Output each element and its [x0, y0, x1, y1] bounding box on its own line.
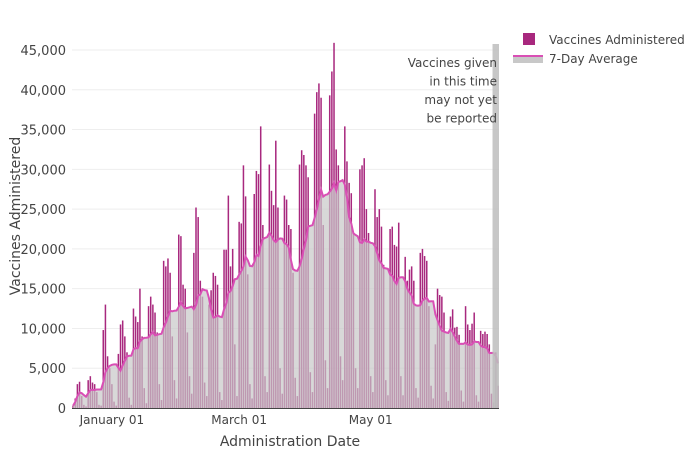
legend: Vaccines Administered 7-Day Average [513, 33, 685, 66]
y-tick-label: 0 [58, 402, 66, 417]
square-swatch-icon [523, 33, 535, 45]
average-area [73, 180, 498, 408]
y-tick-label: 40,000 [21, 84, 67, 99]
legend-item-average[interactable]: 7-Day Average [513, 52, 638, 66]
bar [119, 324, 122, 408]
average-line [72, 178, 499, 407]
bar [72, 405, 74, 408]
annotation-line: in this time [429, 75, 497, 89]
y-tick-label: 15,000 [21, 283, 67, 298]
bar [102, 330, 105, 408]
y-axis-title: Vaccines Administered [8, 137, 24, 295]
y-tick-label: 45,000 [21, 44, 67, 59]
y-tick-label: 25,000 [21, 203, 67, 218]
x-tick-label: March 01 [211, 413, 267, 427]
annotation-line: may not yet [424, 93, 497, 107]
annotation-line: be reported [427, 112, 497, 126]
y-tick-label: 20,000 [21, 243, 67, 258]
line-area-swatch-icon [513, 55, 543, 63]
legend-item-bars[interactable]: Vaccines Administered [523, 33, 685, 47]
unreported-band [492, 44, 499, 408]
gridlines [72, 49, 499, 369]
bar [104, 304, 107, 408]
unreported-annotation: Vaccines given in this time may not yet be … [408, 56, 498, 126]
x-tick-labels: January 01 March 01 May 01 [79, 413, 393, 427]
legend-label: Vaccines Administered [549, 33, 685, 47]
annotation-line: Vaccines given [408, 56, 497, 70]
y-tick-label: 30,000 [21, 163, 67, 178]
y-tick-label: 5,000 [29, 362, 66, 377]
y-tick-labels: 0 5,000 10,000 15,000 20,000 25,000 30,000 35,0… [21, 44, 67, 417]
x-tick-label: May 01 [349, 413, 393, 427]
legend-label: 7-Day Average [549, 52, 638, 66]
y-tick-label: 10,000 [21, 322, 67, 337]
x-tick-label: January 01 [79, 413, 145, 427]
y-tick-label: 35,000 [21, 124, 67, 139]
x-axis-title: Administration Date [220, 434, 360, 450]
